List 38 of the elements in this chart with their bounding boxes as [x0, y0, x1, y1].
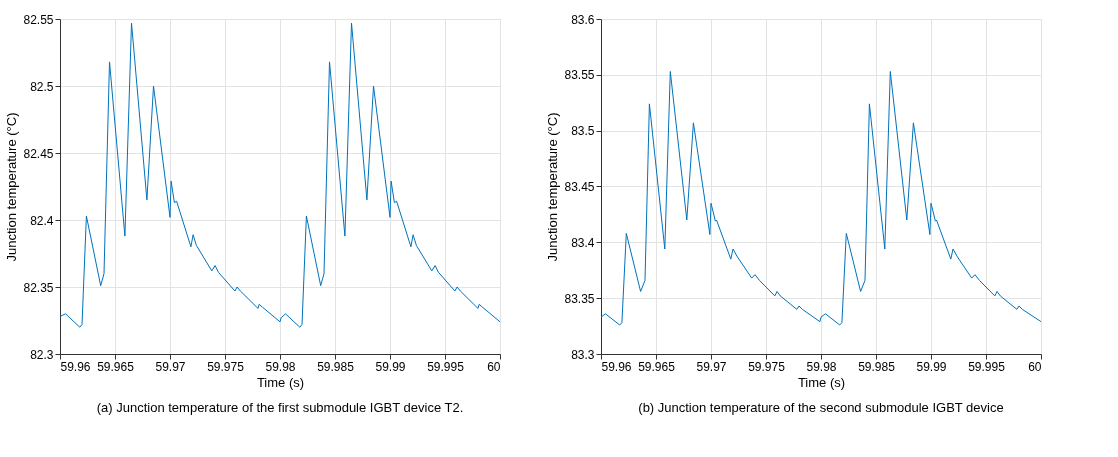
x-tick-label: 59.995 — [427, 359, 465, 374]
y-tick-label: 83.35 — [564, 291, 595, 306]
y-tick-label: 83.5 — [571, 124, 595, 139]
x-axis-title: Time (s) — [256, 374, 305, 390]
y-tick-label: 83.4 — [571, 235, 595, 250]
x-tick-label: 59.985 — [858, 359, 896, 374]
x-tick-label: 59.98 — [806, 359, 837, 374]
x-axis-title: Time (s) — [797, 374, 846, 390]
x-tick-label: 59.995 — [968, 359, 1006, 374]
x-tick-label: 59.985 — [317, 359, 355, 374]
y-axis-title: Junction temperature (°C) — [545, 112, 561, 262]
x-tick-label: 59.975 — [207, 359, 245, 374]
text: (b) Junction temperature of the second submodule IGBT device — [638, 400, 1004, 415]
x-tick-label: 59.97 — [696, 359, 727, 374]
x-tick-label: 59.96 — [60, 359, 91, 374]
y-tick-label: 82.45 — [23, 146, 54, 161]
y-tick-label: 83.55 — [564, 68, 595, 83]
x-tick-label: 60 — [487, 359, 501, 374]
x-tick-label: 59.975 — [748, 359, 786, 374]
x-tick-label: 59.98 — [265, 359, 296, 374]
y-tick-label: 83.45 — [564, 180, 595, 194]
x-tick-label: 60 — [1028, 359, 1042, 374]
y-tick-label: 82.35 — [23, 280, 54, 295]
x-tick-label: 59.99 — [375, 359, 406, 374]
x-tick-label: 59.97 — [155, 359, 186, 374]
x-tick-label: 59.965 — [638, 359, 676, 374]
y-tick-label: 83.3 — [571, 347, 595, 362]
x-tick-label: 59.965 — [97, 359, 135, 374]
x-tick-label: 59.96 — [601, 359, 632, 374]
line-series — [600, 70, 1042, 326]
y-tick-label: 82.4 — [30, 213, 54, 228]
y-tick-label: 83.6 — [571, 12, 595, 27]
y-tick-label: 82.3 — [30, 347, 54, 362]
y-axis-title: Junction temperature (°C) — [4, 112, 20, 262]
text: (a) Junction temperature of the first submodule IGBT device T2. — [96, 400, 464, 415]
y-tick-label: 82.55 — [23, 12, 54, 27]
x-tick-label: 59.99 — [916, 359, 947, 374]
y-tick-label: 82.5 — [30, 79, 54, 94]
